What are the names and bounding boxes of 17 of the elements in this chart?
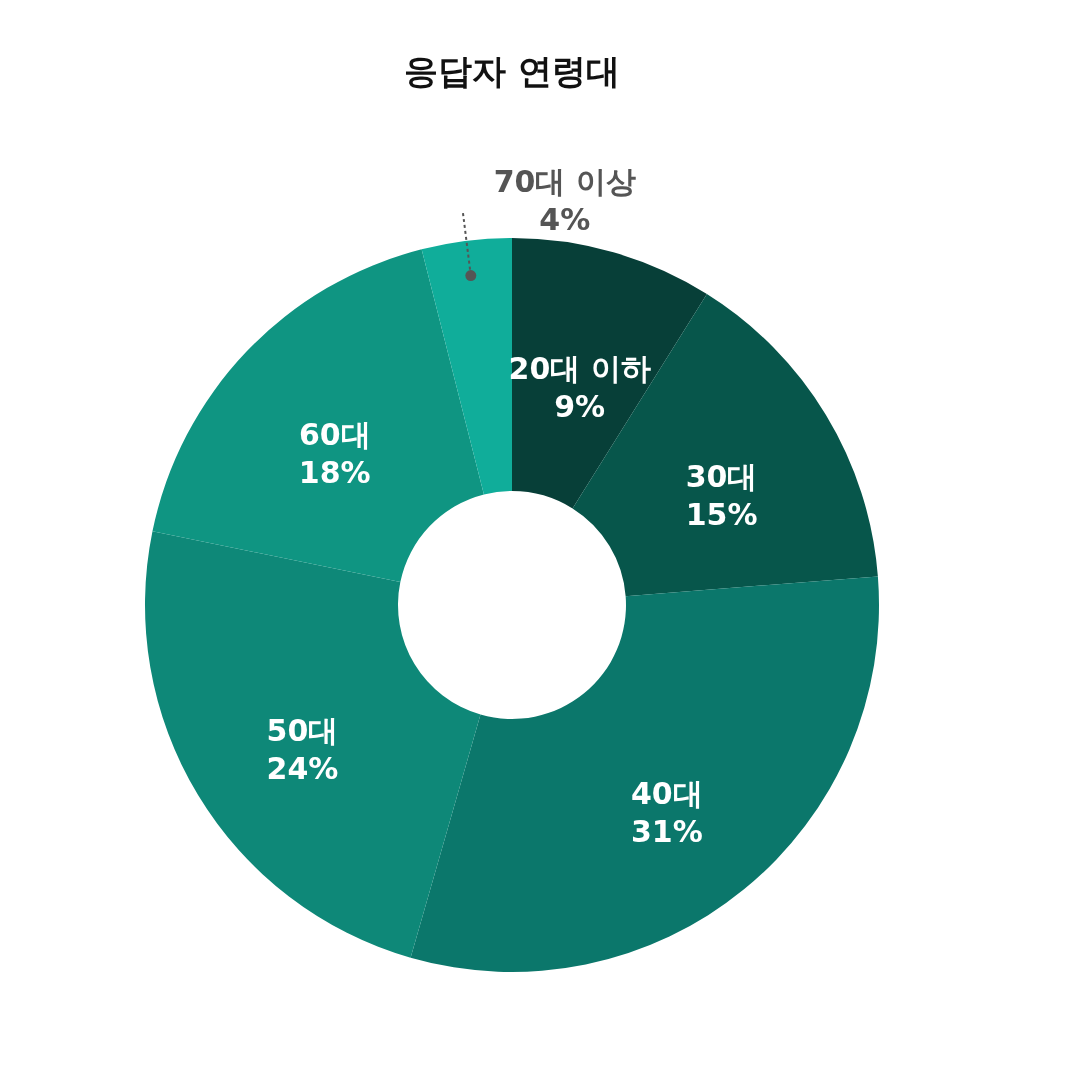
data-label: 15% bbox=[685, 497, 758, 533]
data-label: 31% bbox=[630, 813, 703, 849]
slice-label: 30대 bbox=[685, 459, 758, 495]
data-label: 18% bbox=[298, 454, 371, 490]
data-label: 24% bbox=[266, 750, 339, 786]
chart-title: 응답자 연령대 bbox=[404, 51, 620, 91]
data-label: 4% bbox=[539, 202, 591, 238]
donut-slice bbox=[421, 238, 512, 495]
donut-slice bbox=[152, 249, 484, 583]
slice-label: 50대 bbox=[266, 712, 339, 748]
slice-label: 20대 이하 bbox=[508, 350, 651, 386]
donut-slice bbox=[410, 576, 879, 972]
slice-label: 70대 이상 bbox=[493, 164, 636, 200]
data-label: 9% bbox=[554, 388, 606, 424]
slice-label: 40대 bbox=[631, 775, 703, 811]
donut-slice bbox=[145, 531, 481, 958]
slice-label: 60대 bbox=[298, 416, 371, 452]
